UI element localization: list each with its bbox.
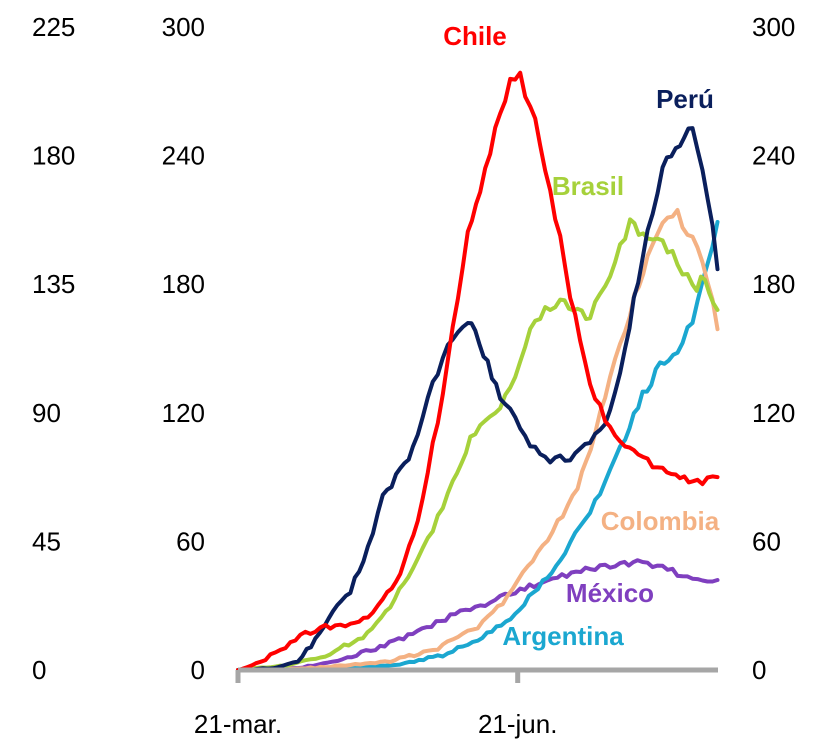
right-axis-tick-120: 120: [752, 398, 795, 428]
series-line-peru: [236, 126, 720, 672]
series-line-chile: [236, 70, 720, 672]
right-axis-tick-300: 300: [752, 12, 795, 42]
left-outer-axis-tick-90: 90: [32, 398, 61, 428]
left-inner-axis: 0 60 120 180 240 300: [162, 12, 205, 685]
left-outer-axis: 0 45 90 135 180 225: [32, 12, 75, 685]
left-outer-axis-tick-45: 45: [32, 526, 61, 556]
left-inner-axis-tick-240: 240: [162, 141, 205, 171]
series-labels: Chile Perú Brasil Colombia Argentina México: [443, 21, 720, 651]
x-axis-tick-label: 21-mar.: [194, 709, 282, 739]
series-label-brasil: Brasil: [552, 171, 624, 201]
left-outer-axis-tick-0: 0: [32, 655, 46, 685]
left-outer-axis-tick-135: 135: [32, 269, 75, 299]
right-axis: 0 60 120 180 240 300: [752, 12, 795, 685]
left-inner-axis-tick-60: 60: [176, 526, 205, 556]
left-inner-axis-tick-180: 180: [162, 269, 205, 299]
right-axis-tick-180: 180: [752, 269, 795, 299]
series-label-chile: Chile: [443, 21, 507, 51]
left-inner-axis-tick-120: 120: [162, 398, 205, 428]
series-label-colombia: Colombia: [601, 506, 720, 536]
left-inner-axis-tick-300: 300: [162, 12, 205, 42]
left-outer-axis-tick-225: 225: [32, 12, 75, 42]
series-label-peru: Perú: [656, 84, 714, 114]
series-line-brasil: [236, 217, 720, 672]
series-line-mexico: [236, 558, 720, 672]
series-label-mexico: México: [566, 578, 654, 608]
series-label-argentina: Argentina: [502, 621, 624, 651]
right-axis-tick-60: 60: [752, 526, 781, 556]
x-axis: 21-mar. 21-jun.: [194, 670, 558, 739]
right-axis-tick-240: 240: [752, 141, 795, 171]
x-axis-tick-label: 21-jun.: [478, 709, 558, 739]
left-outer-axis-tick-180: 180: [32, 141, 75, 171]
right-axis-tick-0: 0: [752, 655, 766, 685]
left-inner-axis-tick-0: 0: [191, 655, 205, 685]
